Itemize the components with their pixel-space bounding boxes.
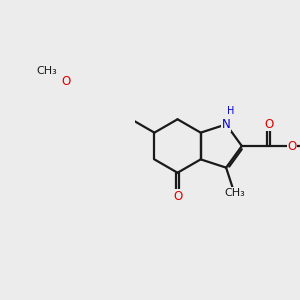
Text: O: O	[264, 118, 273, 130]
Text: O: O	[287, 140, 297, 152]
Text: N: N	[222, 118, 230, 131]
Text: H: H	[227, 106, 234, 116]
Text: CH₃: CH₃	[224, 188, 245, 198]
Text: O: O	[61, 75, 70, 88]
Text: CH₃: CH₃	[37, 66, 57, 76]
Text: O: O	[173, 190, 182, 203]
